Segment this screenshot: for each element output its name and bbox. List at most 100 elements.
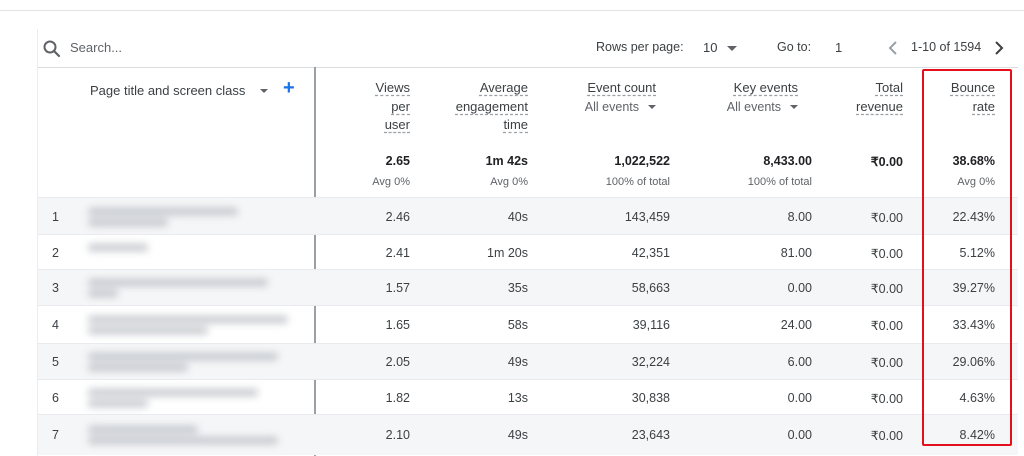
table-row[interactable]: 5 2.05 49s 32,224 6.00 ₹0.00 29.06% xyxy=(38,343,1018,380)
cell-bounce-rate: 4.63% xyxy=(959,391,995,405)
event-filter-select[interactable]: All events xyxy=(585,98,656,117)
cell-key-events: 0.00 xyxy=(787,428,812,442)
row-number: 3 xyxy=(52,281,59,295)
table-row[interactable]: 1 2.46 40s 143,459 8.00 ₹0.00 22.43% xyxy=(38,197,1018,235)
goto-page-input[interactable]: 1 xyxy=(835,40,843,55)
cell-avg-engagement-time: 13s xyxy=(507,391,528,405)
cell-avg-engagement-time: 35s xyxy=(507,281,528,295)
total-key-events: 8,433.00 xyxy=(763,154,812,168)
column-header-key-events[interactable]: Key events All events xyxy=(727,79,798,116)
pagination-range: 1-10 of 1594 xyxy=(911,40,982,54)
page-title-link-redacted[interactable] xyxy=(88,204,298,230)
total-views-per-user: 2.65 xyxy=(385,154,410,168)
cell-avg-engagement-time: 49s xyxy=(507,355,528,369)
page-title-link-redacted[interactable] xyxy=(88,312,298,338)
table-toolbar: Search... Rows per page: 10 Go to: 1 1-1… xyxy=(38,29,1018,67)
cell-event-count: 39,116 xyxy=(632,318,670,332)
cell-views-per-user: 1.57 xyxy=(385,281,410,295)
cell-total-revenue: ₹0.00 xyxy=(870,392,903,406)
cell-views-per-user: 2.05 xyxy=(385,355,410,369)
top-divider xyxy=(0,10,1024,11)
chevron-down-icon[interactable] xyxy=(260,89,268,93)
cell-event-count: 32,224 xyxy=(631,355,670,369)
row-number: 2 xyxy=(52,246,59,260)
cell-total-revenue: ₹0.00 xyxy=(870,429,903,443)
cell-key-events: 0.00 xyxy=(787,391,812,405)
total-sub-label: Avg 0% xyxy=(957,176,995,188)
cell-bounce-rate: 22.43% xyxy=(952,210,995,224)
cell-bounce-rate: 5.12% xyxy=(959,246,995,260)
total-avg-engagement: 1m 42s xyxy=(485,154,528,168)
cell-event-count: 30,838 xyxy=(631,391,670,405)
page-title-link-redacted[interactable] xyxy=(88,349,298,375)
table-row[interactable]: 2 2.41 1m 20s 42,351 81.00 ₹0.00 5.12% xyxy=(38,234,1018,270)
cell-total-revenue: ₹0.00 xyxy=(870,282,903,296)
cell-views-per-user: 1.82 xyxy=(385,391,410,405)
cell-views-per-user: 2.10 xyxy=(385,428,410,442)
column-header-event-count[interactable]: Event count All events xyxy=(585,79,656,116)
cell-views-per-user: 2.41 xyxy=(385,246,410,260)
report-table-card: Search... Rows per page: 10 Go to: 1 1-1… xyxy=(37,29,1018,456)
cell-key-events: 6.00 xyxy=(787,355,812,369)
cell-event-count: 143,459 xyxy=(624,210,670,224)
column-header-bounce-rate[interactable]: Bounce rate xyxy=(950,80,995,114)
cell-total-revenue: ₹0.00 xyxy=(870,247,903,261)
dimension-column-divider[interactable] xyxy=(314,67,316,456)
total-sub-label: 100% of total xyxy=(747,176,812,188)
total-sub-label: Avg 0% xyxy=(372,176,410,188)
cell-key-events: 8.00 xyxy=(787,210,812,224)
column-header-avg-engagement-time[interactable]: Average engagement time xyxy=(455,80,528,132)
cell-key-events: 0.00 xyxy=(787,281,812,295)
cell-bounce-rate: 29.06% xyxy=(952,355,995,369)
search-input[interactable]: Search... xyxy=(70,40,123,55)
chevron-down-icon[interactable] xyxy=(648,104,656,109)
page-title-link-redacted[interactable] xyxy=(88,240,298,266)
goto-label: Go to: xyxy=(777,40,812,54)
event-filter-select[interactable]: All events xyxy=(727,98,798,117)
total-bounce-rate: 38.68% xyxy=(952,154,995,168)
rows-per-page-label: Rows per page: xyxy=(596,40,684,54)
cell-avg-engagement-time: 58s xyxy=(507,318,528,332)
total-event-count: 1,022,522 xyxy=(614,154,670,168)
chevron-down-icon[interactable] xyxy=(790,104,798,109)
page-title-link-redacted[interactable] xyxy=(88,385,298,411)
cell-total-revenue: ₹0.00 xyxy=(870,356,903,370)
table-row[interactable]: 4 1.65 58s 39,116 24.00 ₹0.00 33.43% xyxy=(38,305,1018,344)
rows-per-page-select[interactable]: 10 xyxy=(703,40,718,55)
table-row[interactable]: 7 2.10 49s 23,643 0.00 ₹0.00 8.42% xyxy=(38,414,1018,455)
cell-avg-engagement-time: 49s xyxy=(507,428,528,442)
row-number: 7 xyxy=(52,428,59,442)
cell-bounce-rate: 39.27% xyxy=(952,281,995,295)
table-row[interactable]: 3 1.57 35s 58,663 0.00 ₹0.00 39.27% xyxy=(38,269,1018,306)
chevron-down-icon[interactable] xyxy=(727,46,737,51)
cell-views-per-user: 1.65 xyxy=(385,318,410,332)
column-header-views-per-user[interactable]: Views per user xyxy=(375,80,410,132)
row-number: 1 xyxy=(52,210,59,224)
total-sub-label: 100% of total xyxy=(605,176,670,188)
row-number: 4 xyxy=(52,318,59,332)
cell-avg-engagement-time: 40s xyxy=(507,210,528,224)
total-sub-label: Avg 0% xyxy=(490,176,528,188)
cell-key-events: 81.00 xyxy=(780,246,812,260)
page-title-link-redacted[interactable] xyxy=(88,422,298,448)
page-title-link-redacted[interactable] xyxy=(88,275,298,301)
dimension-header[interactable]: Page title and screen class xyxy=(90,83,246,98)
add-icon[interactable]: + xyxy=(283,77,295,99)
column-header-total-revenue[interactable]: Total revenue xyxy=(856,80,903,114)
header-top-border xyxy=(38,67,1018,68)
table-row[interactable]: 6 1.82 13s 30,838 0.00 ₹0.00 4.63% xyxy=(38,379,1018,415)
cell-bounce-rate: 33.43% xyxy=(952,318,995,332)
cell-event-count: 58,663 xyxy=(631,281,670,295)
search-icon[interactable] xyxy=(42,39,62,59)
chevron-left-icon[interactable] xyxy=(886,40,900,56)
cell-event-count: 42,351 xyxy=(631,246,670,260)
cell-views-per-user: 2.46 xyxy=(385,210,410,224)
row-number: 6 xyxy=(52,391,59,405)
cell-bounce-rate: 8.42% xyxy=(959,428,995,442)
chevron-right-icon[interactable] xyxy=(992,40,1006,56)
cell-total-revenue: ₹0.00 xyxy=(870,319,903,333)
total-revenue: ₹0.00 xyxy=(870,155,903,169)
cell-event-count: 23,643 xyxy=(631,428,670,442)
row-number: 5 xyxy=(52,355,59,369)
cell-avg-engagement-time: 1m 20s xyxy=(487,246,528,260)
